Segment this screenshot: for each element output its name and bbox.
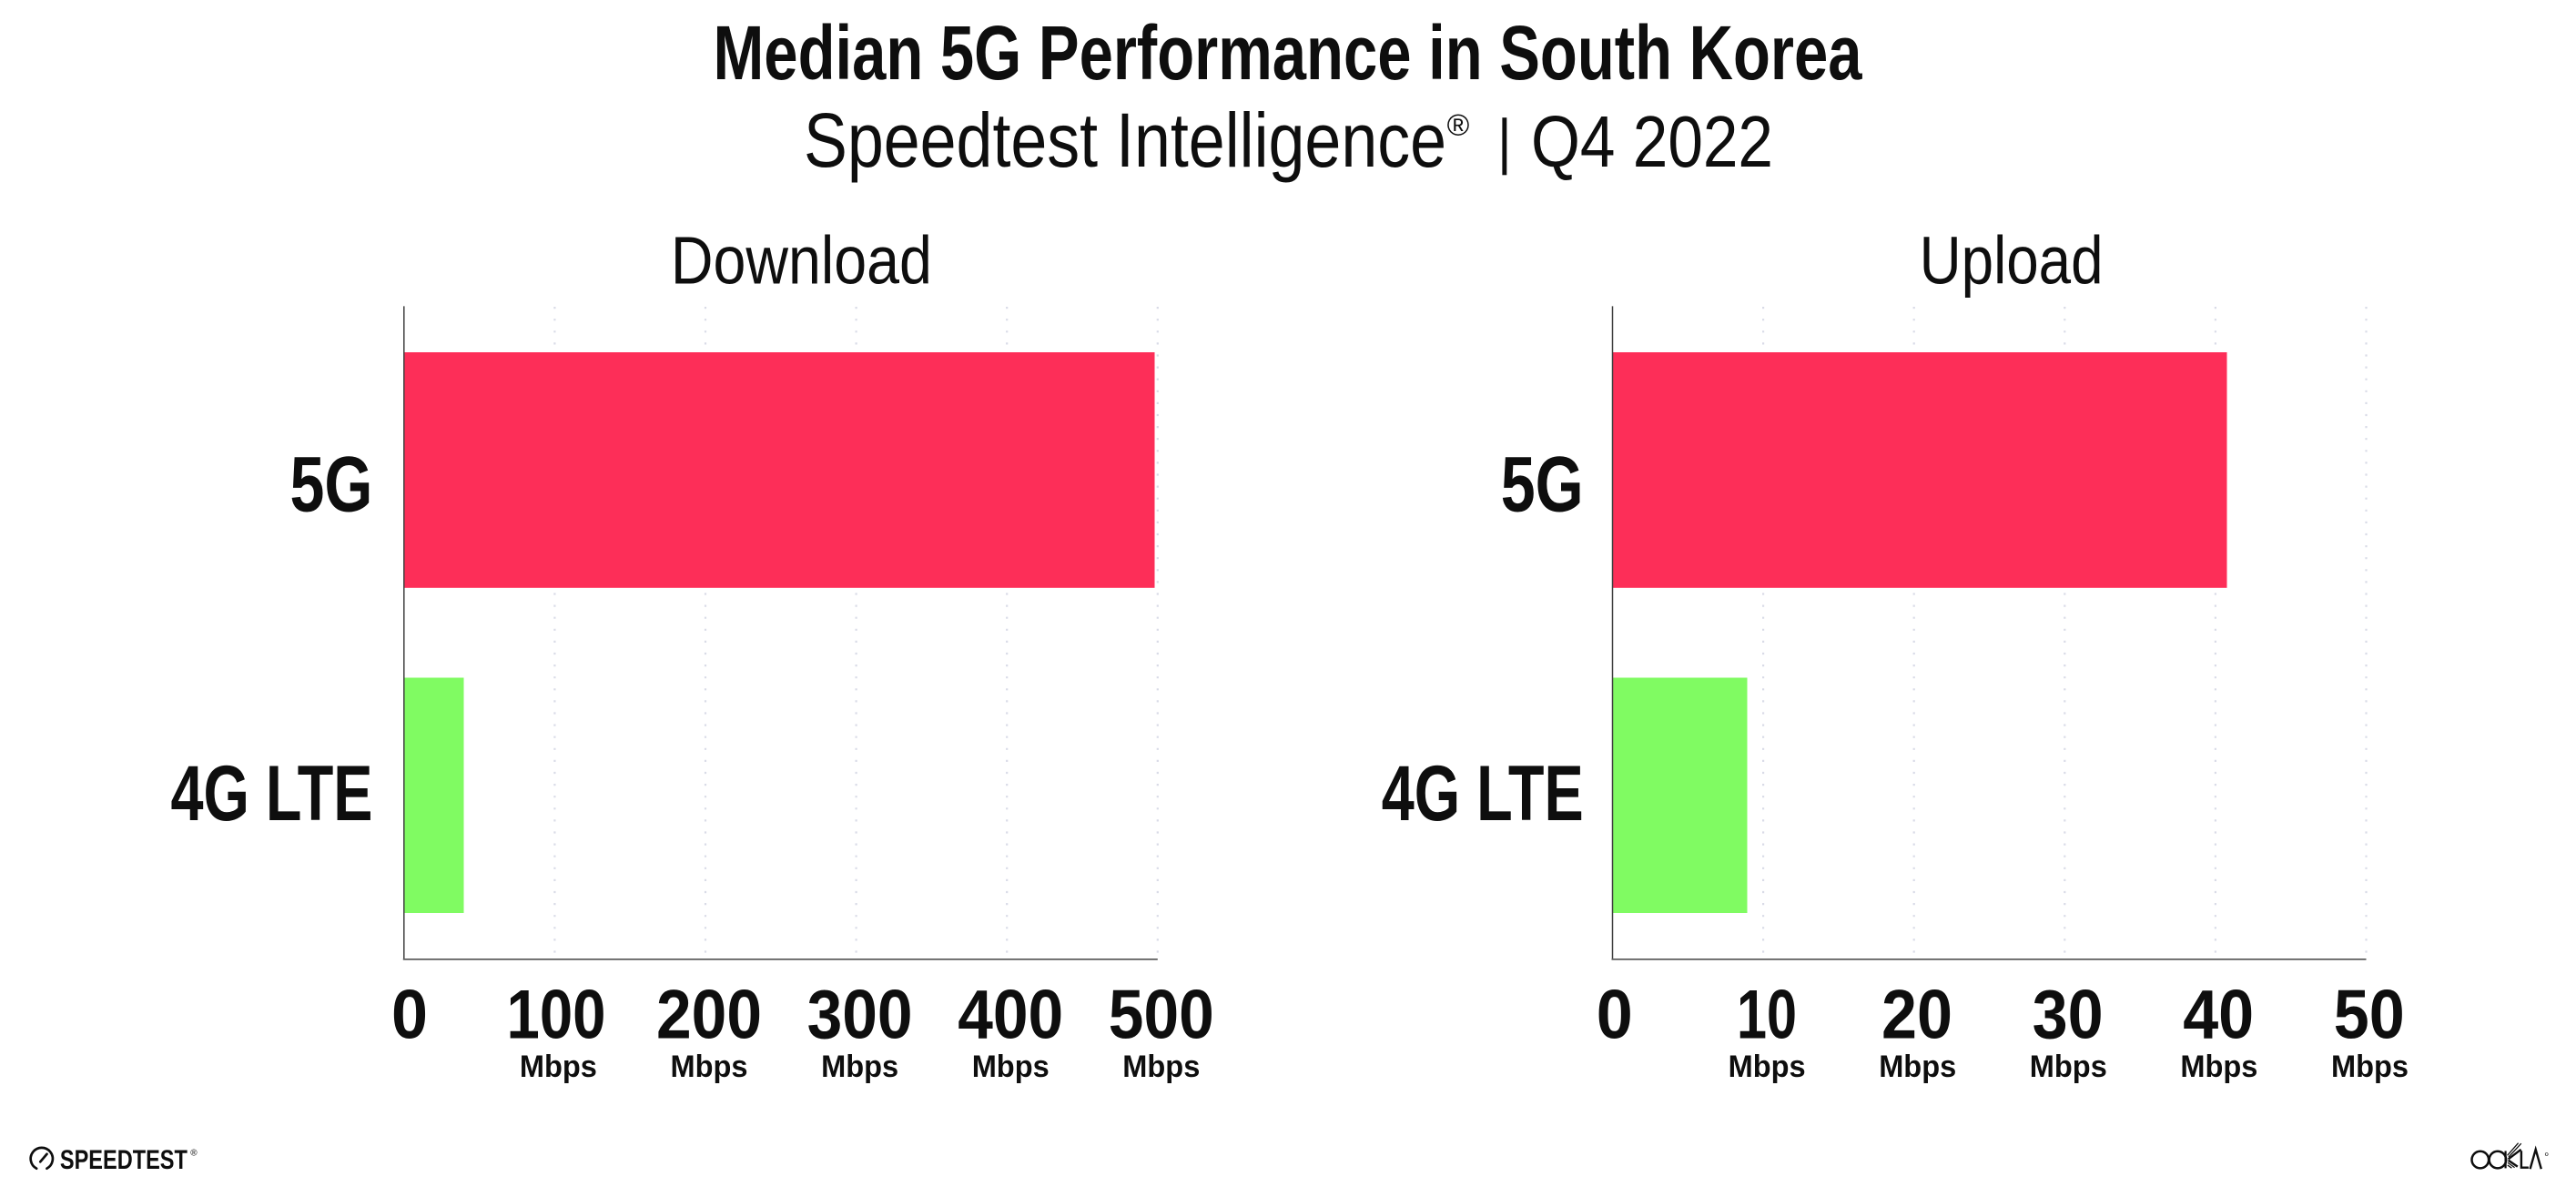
svg-text:Mbps: Mbps (520, 1050, 597, 1084)
svg-text:Mbps: Mbps (972, 1050, 1050, 1084)
svg-text:0: 0 (1597, 976, 1633, 1053)
svg-text:10: 10 (1737, 976, 1797, 1053)
svg-text:5G: 5G (1501, 441, 1584, 529)
svg-text:0: 0 (391, 976, 428, 1053)
svg-text:20: 20 (1881, 976, 1952, 1053)
svg-text:50: 50 (2334, 976, 2405, 1053)
svg-text:Mbps: Mbps (1879, 1050, 1956, 1084)
svg-text:500: 500 (1109, 976, 1214, 1053)
svg-text:4G LTE: 4G LTE (1382, 750, 1584, 837)
svg-text:Mbps: Mbps (671, 1050, 748, 1084)
svg-text:Mbps: Mbps (2331, 1050, 2409, 1084)
svg-text:4G LTE: 4G LTE (171, 750, 373, 837)
svg-text:400: 400 (958, 976, 1063, 1053)
svg-text:Mbps: Mbps (821, 1050, 898, 1084)
svg-text:200: 200 (656, 976, 762, 1053)
svg-text:100: 100 (507, 976, 606, 1053)
svg-text:Median 5G Performance in South: Median 5G Performance in South Korea (714, 10, 1863, 96)
svg-text:40: 40 (2183, 976, 2254, 1053)
svg-text:®: ® (1447, 109, 1470, 143)
svg-text:Mbps: Mbps (2180, 1050, 2257, 1084)
svg-text:Q4 2022: Q4 2022 (1531, 101, 1773, 182)
svg-text:Speedtest Intelligence: Speedtest Intelligence (804, 97, 1446, 183)
svg-text:5G: 5G (290, 441, 373, 529)
svg-text:300: 300 (807, 976, 913, 1053)
svg-text:SPEEDTEST: SPEEDTEST (60, 1146, 188, 1175)
svg-text:Mbps: Mbps (2030, 1050, 2107, 1084)
svg-text:Download: Download (671, 223, 932, 299)
svg-text:Upload: Upload (1920, 223, 2104, 299)
svg-text:®: ® (190, 1148, 198, 1158)
svg-text:30: 30 (2033, 976, 2104, 1053)
svg-text:Mbps: Mbps (1729, 1050, 1806, 1084)
svg-text:Mbps: Mbps (1122, 1050, 1200, 1084)
